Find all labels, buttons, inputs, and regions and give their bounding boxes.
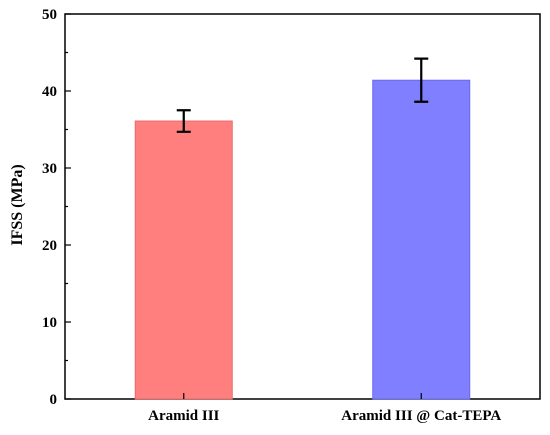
x-tick-label: Aramid III	[148, 408, 219, 424]
y-tick-label: 20	[42, 238, 57, 254]
x-tick-label: Aramid III @ Cat-TEPA	[341, 408, 501, 424]
bars-group	[134, 79, 471, 400]
x-axis-ticks: Aramid III Aramid III @ Cat-TEPA	[148, 393, 501, 424]
error-bar-1	[176, 109, 191, 133]
bar-2	[372, 79, 471, 400]
y-axis-label: IFSS (MPa)	[9, 164, 26, 245]
y-tick-label: 10	[42, 315, 57, 331]
error-bar-2	[414, 57, 429, 103]
y-tick-label: 40	[42, 84, 57, 100]
y-tick-label: 30	[42, 161, 57, 177]
bar-1	[134, 120, 233, 400]
y-axis-ticks: 0 10 20 30 40 50	[42, 7, 71, 408]
y-tick-label: 0	[50, 392, 58, 408]
error-bars-group	[176, 57, 429, 133]
y-tick-label: 50	[42, 7, 57, 23]
